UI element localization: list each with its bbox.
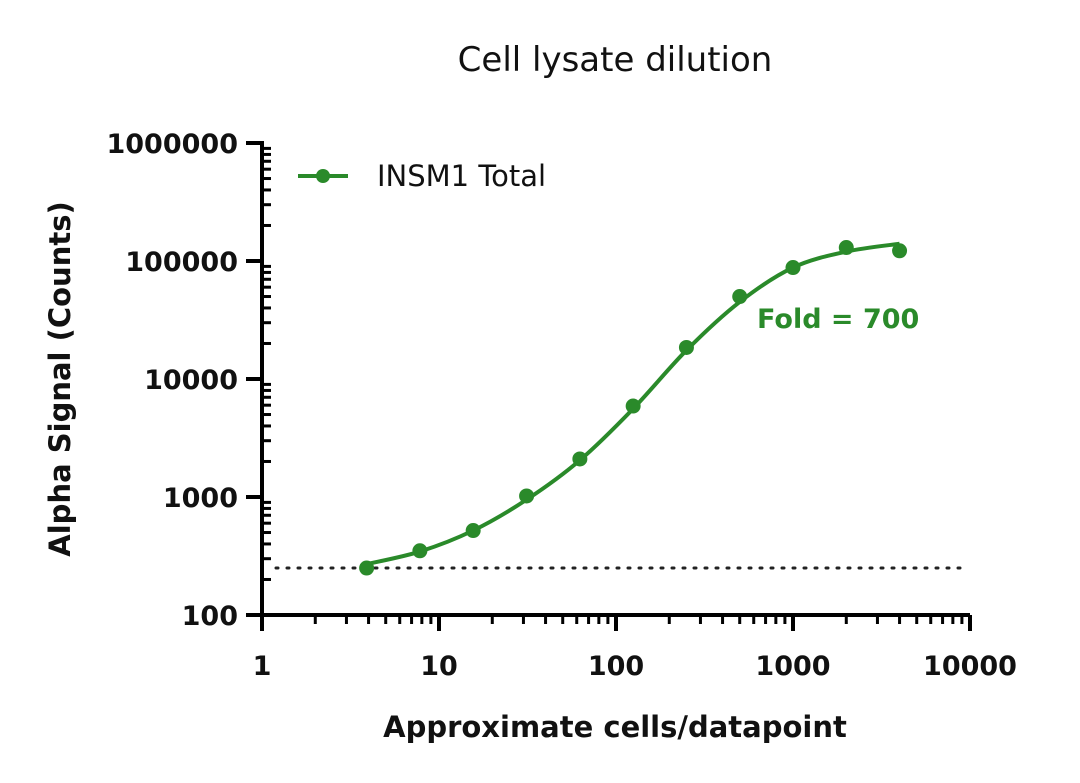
x-tick-label: 1000 (755, 651, 830, 682)
series-layer (359, 240, 908, 576)
data-point (465, 523, 481, 539)
legend-label: INSM1 Total (377, 159, 546, 193)
axes: 1 10 100 1000 10000 100 1000 10000 100000 1000000 (106, 129, 1016, 682)
y-axis-label: Alpha Signal (Counts) (43, 201, 77, 556)
y-tick-label: 1000000 (106, 129, 238, 160)
y-tick-label: 100000 (125, 247, 238, 278)
y-tick-label: 10000 (144, 365, 238, 396)
data-point (572, 451, 588, 467)
legend-marker (316, 169, 330, 183)
y-tick-label: 1000 (163, 483, 238, 514)
data-point (625, 398, 641, 414)
x-tick-label: 100 (588, 651, 644, 682)
data-point (412, 543, 428, 559)
x-tick-label: 1 (253, 651, 272, 682)
data-point (732, 289, 748, 305)
y-tick-label: 100 (182, 601, 238, 632)
data-point (838, 240, 854, 256)
data-point (892, 243, 908, 259)
fold-annotation: Fold = 700 (757, 304, 919, 335)
data-point (785, 260, 801, 276)
x-tick-label: 10000 (923, 651, 1017, 682)
chart-title: Cell lysate dilution (458, 40, 773, 80)
data-point (519, 488, 535, 504)
x-tick-label: 10 (420, 651, 458, 682)
data-point (678, 339, 694, 355)
legend: INSM1 Total (298, 159, 546, 193)
data-point (359, 560, 375, 576)
x-axis-label: Approximate cells/datapoint (383, 710, 847, 744)
